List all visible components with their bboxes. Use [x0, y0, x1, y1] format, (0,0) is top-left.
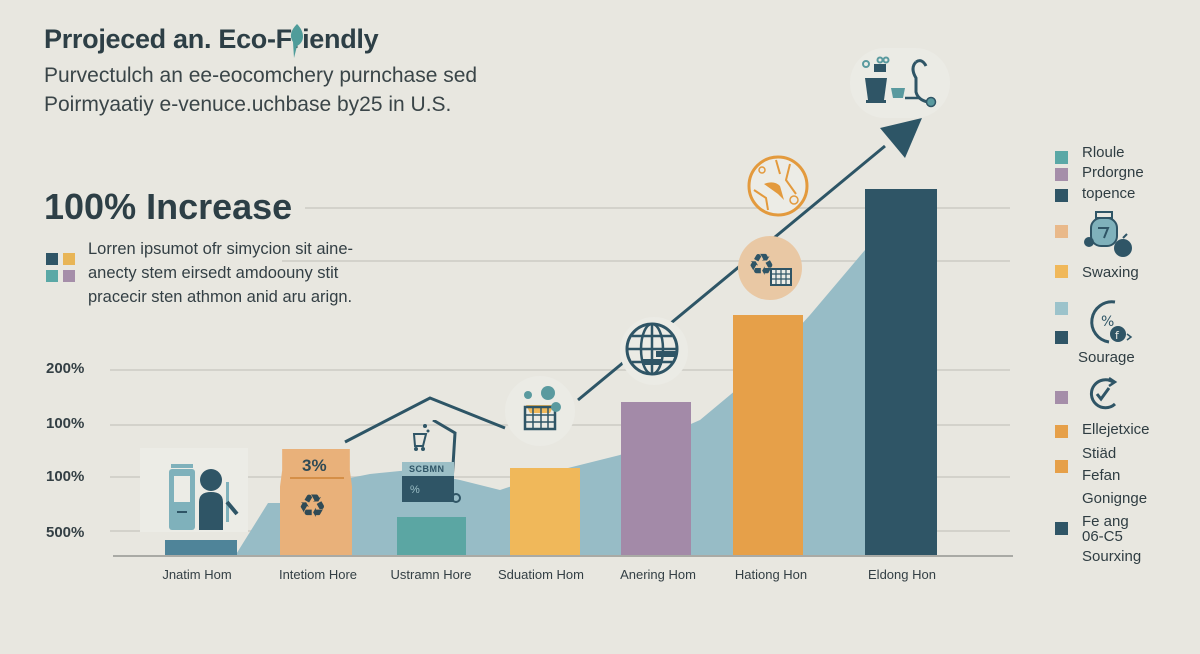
legend-item: Stiäd	[1082, 445, 1117, 462]
bar-jnatim-hom[interactable]	[165, 540, 237, 556]
bag-percent-label: 3%	[302, 456, 327, 475]
legend-item: Ellejetxice	[1082, 421, 1150, 438]
legend-swatch	[1055, 265, 1068, 278]
bar-hationg-hon[interactable]	[733, 315, 803, 556]
subtitle-line-2: Poirmyaatiy e-venuce.uchbase by25 in U.S…	[44, 93, 452, 116]
y-tick-label: 200%	[46, 360, 85, 377]
legend-item: Rloule	[1082, 144, 1125, 161]
title-leaf-icon	[287, 24, 307, 58]
legend-item: 06-C5	[1082, 528, 1123, 545]
legend-swatch	[1055, 331, 1068, 344]
legend-swatch	[1055, 302, 1068, 315]
map-bubble	[746, 154, 810, 218]
screen-label: SCBMN	[409, 464, 445, 474]
subtitle-line-1: Purvectulch an ee-eocomchery purnchase s…	[44, 64, 478, 87]
x-label: Sduatiom Hom	[498, 567, 584, 582]
legend-swatch	[1055, 225, 1068, 238]
percent-cycle-icon: % f	[1090, 300, 1133, 344]
bar-anering-hom[interactable]	[621, 402, 691, 556]
gridline	[110, 369, 1010, 371]
x-label: Intetiom Hore	[278, 567, 358, 582]
globe-bubble	[620, 317, 688, 385]
bar-ustramn-hore[interactable]	[397, 517, 466, 556]
description-line-2: anecty stem eirsedt amdoouny stit	[88, 264, 339, 282]
refresh-check-icon	[1089, 376, 1118, 410]
swatch-purple	[63, 270, 75, 282]
bar-sduatiom-hom[interactable]	[510, 468, 580, 556]
recycle-calendar-icon: ♻	[748, 248, 792, 286]
swatch-teal	[46, 270, 58, 282]
legend-item: Fe ang	[1082, 513, 1129, 530]
x-axis-baseline	[113, 555, 1013, 557]
svg-text:f: f	[1115, 329, 1120, 342]
legend-item: Sourxing	[1082, 548, 1142, 565]
legend-item: Prdorgne	[1082, 164, 1144, 181]
legend-item: Gonignge	[1082, 490, 1148, 507]
x-label: Ustramn Hore	[390, 567, 472, 582]
legend-swatch	[1055, 168, 1068, 181]
screen-percent: %	[410, 484, 420, 496]
headline-increase: 100% Increase	[44, 186, 293, 227]
globe-icon	[625, 322, 679, 376]
cart-stethoscope-icon	[862, 56, 937, 108]
map-globe-icon	[747, 155, 809, 217]
swatch-yellow	[63, 253, 75, 265]
swatch-dark-teal	[46, 253, 58, 265]
legend-item: Sourage	[1078, 349, 1135, 366]
x-label: Hationg Hon	[734, 567, 808, 582]
y-tick-label: 500%	[46, 524, 85, 541]
recycle-calendar-bubble: ♻	[738, 236, 802, 300]
jar-apple-icon	[1084, 211, 1132, 257]
description-line-3: pracecir sten athmon anid aru arign.	[88, 288, 353, 306]
legend-item: topence	[1082, 185, 1136, 202]
gridline	[305, 207, 1010, 209]
legend-swatch	[1055, 522, 1068, 535]
cart-screen-icon	[402, 420, 461, 503]
y-tick-label: 100%	[46, 415, 85, 432]
x-label: Eldong Hon	[868, 567, 936, 582]
y-tick-label: 100%	[46, 468, 85, 485]
chart-title: Prrojeced an. Eco-Friendly	[44, 24, 379, 54]
shopping-basket-icon	[523, 386, 561, 431]
legend-swatch	[1055, 460, 1068, 473]
gridline	[282, 260, 1010, 262]
x-label: Jnatim Hom	[162, 567, 232, 582]
legend-item: Swaxing	[1082, 264, 1139, 281]
bag-stripe	[290, 477, 344, 479]
swatch-grid	[46, 253, 78, 285]
recycle-icon: ♻	[298, 488, 327, 524]
svg-text:%: %	[1101, 314, 1114, 330]
cart-stethoscope-bubble	[850, 48, 950, 118]
bar-eldong-hon[interactable]	[865, 189, 937, 556]
legend-swatch	[1055, 151, 1068, 164]
description-line-1: Lorren ipsumot ofr simycion sit aine-	[88, 240, 354, 258]
legend-swatch	[1055, 391, 1068, 404]
legend-swatch	[1055, 189, 1068, 202]
legend-swatch	[1055, 425, 1068, 438]
legend-item: Fefan	[1082, 467, 1121, 484]
x-label: Anering Hom	[620, 567, 696, 582]
bar-intetiom-hore[interactable]	[280, 449, 352, 556]
basket-bubble	[505, 376, 575, 446]
person-kiosk-icon	[169, 464, 239, 530]
